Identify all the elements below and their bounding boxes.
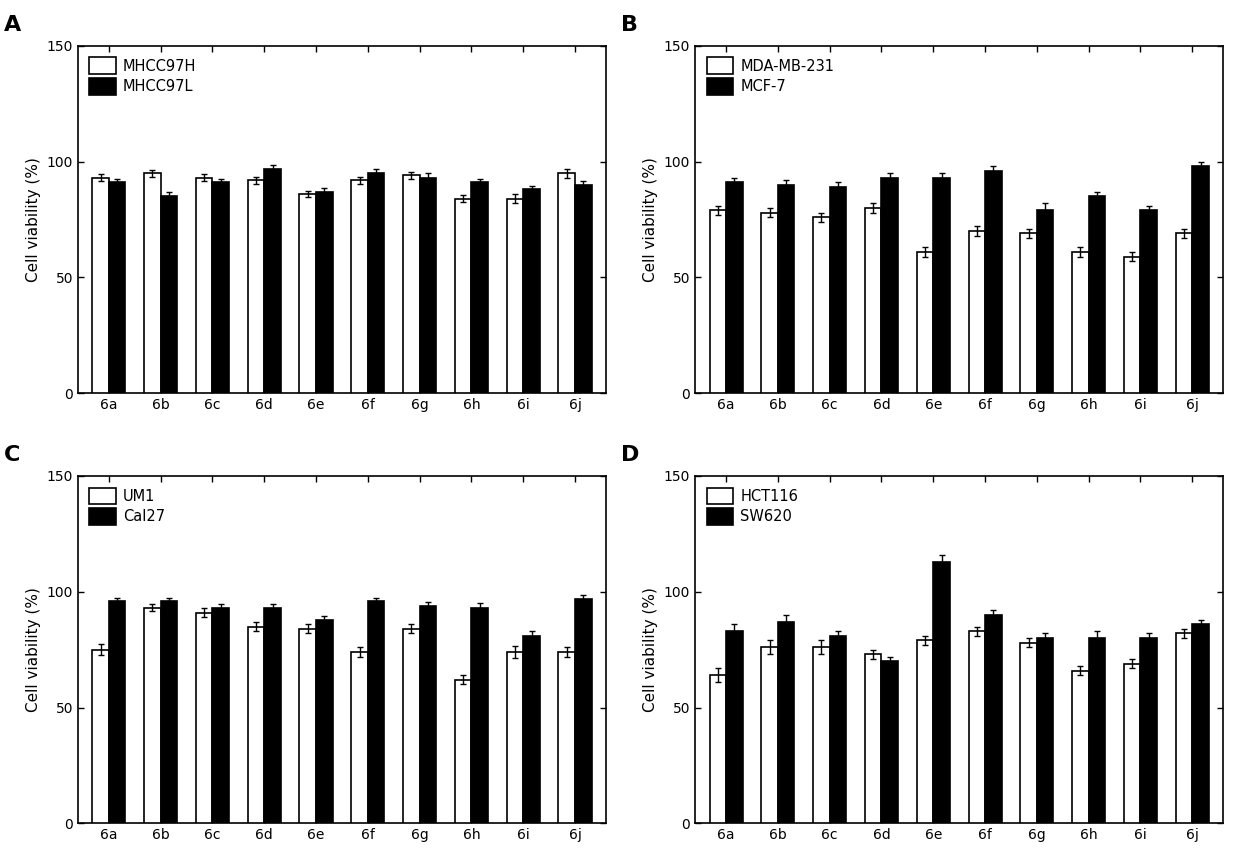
Bar: [351, 180, 368, 393]
Legend: UM1, Cal27: UM1, Cal27: [86, 483, 170, 529]
Bar: [196, 178, 212, 393]
Bar: [1141, 638, 1157, 824]
Bar: [558, 652, 575, 824]
Bar: [161, 197, 177, 393]
Bar: [558, 174, 575, 393]
Bar: [1073, 671, 1089, 824]
Bar: [403, 175, 419, 393]
Bar: [144, 174, 161, 393]
Bar: [1123, 257, 1141, 393]
Bar: [248, 180, 264, 393]
Bar: [144, 608, 161, 824]
Bar: [813, 648, 830, 824]
Bar: [523, 189, 539, 393]
Y-axis label: Cell viability (%): Cell viability (%): [644, 588, 658, 712]
Bar: [264, 168, 280, 393]
Bar: [403, 629, 419, 824]
Bar: [248, 626, 264, 824]
Y-axis label: Cell viability (%): Cell viability (%): [26, 588, 41, 712]
Legend: MDA-MB-231, MCF-7: MDA-MB-231, MCF-7: [702, 53, 838, 99]
Bar: [1037, 638, 1054, 824]
Bar: [761, 212, 777, 393]
Text: D: D: [621, 446, 640, 466]
Bar: [1141, 210, 1157, 393]
Bar: [1192, 624, 1209, 824]
Y-axis label: Cell viability (%): Cell viability (%): [26, 157, 41, 282]
Bar: [916, 641, 934, 824]
Bar: [830, 187, 846, 393]
Bar: [196, 612, 212, 824]
Bar: [455, 679, 471, 824]
Bar: [575, 599, 591, 824]
Bar: [1192, 166, 1209, 393]
Bar: [777, 185, 795, 393]
Bar: [1176, 234, 1192, 393]
Legend: HCT116, SW620: HCT116, SW620: [702, 483, 802, 529]
Bar: [1176, 633, 1192, 824]
Text: B: B: [621, 15, 639, 35]
Bar: [777, 622, 795, 824]
Bar: [471, 182, 489, 393]
Bar: [316, 192, 332, 393]
Bar: [1089, 638, 1105, 824]
Bar: [1021, 234, 1037, 393]
Bar: [968, 631, 985, 824]
Y-axis label: Cell viability (%): Cell viability (%): [644, 157, 658, 282]
Bar: [92, 649, 109, 824]
Bar: [300, 629, 316, 824]
Bar: [866, 208, 882, 393]
Bar: [419, 178, 436, 393]
Bar: [507, 198, 523, 393]
Bar: [985, 171, 1002, 393]
Bar: [264, 608, 280, 824]
Bar: [351, 652, 368, 824]
Bar: [1037, 210, 1054, 393]
Bar: [709, 210, 727, 393]
Bar: [985, 615, 1002, 824]
Bar: [109, 182, 125, 393]
Bar: [934, 178, 950, 393]
Text: A: A: [4, 15, 21, 35]
Bar: [212, 608, 229, 824]
Bar: [934, 562, 950, 824]
Bar: [727, 182, 743, 393]
Bar: [92, 178, 109, 393]
Bar: [523, 636, 539, 824]
Bar: [1073, 252, 1089, 393]
Bar: [212, 182, 229, 393]
Text: C: C: [4, 446, 20, 466]
Bar: [866, 655, 882, 824]
Bar: [1021, 643, 1037, 824]
Bar: [727, 631, 743, 824]
Bar: [368, 601, 384, 824]
Bar: [161, 601, 177, 824]
Bar: [471, 608, 489, 824]
Bar: [761, 648, 777, 824]
Bar: [455, 198, 471, 393]
Bar: [419, 606, 436, 824]
Bar: [916, 252, 934, 393]
Bar: [882, 178, 898, 393]
Bar: [968, 231, 985, 393]
Bar: [507, 652, 523, 824]
Bar: [882, 661, 898, 824]
Bar: [300, 194, 316, 393]
Bar: [575, 185, 591, 393]
Bar: [813, 217, 830, 393]
Bar: [368, 174, 384, 393]
Bar: [109, 601, 125, 824]
Bar: [709, 675, 727, 824]
Legend: MHCC97H, MHCC97L: MHCC97H, MHCC97L: [86, 53, 201, 99]
Bar: [1089, 197, 1105, 393]
Bar: [1123, 664, 1141, 824]
Bar: [316, 619, 332, 824]
Bar: [830, 636, 846, 824]
